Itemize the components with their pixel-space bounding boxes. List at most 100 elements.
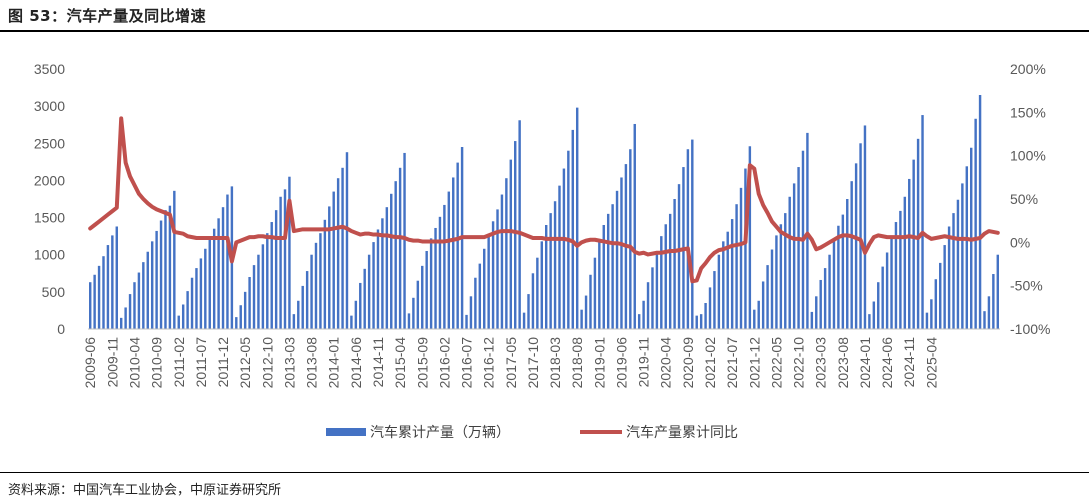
x-tick-label: 2013-08 xyxy=(304,337,320,389)
bar xyxy=(646,282,650,329)
y-right-tick-label: -50% xyxy=(1010,278,1043,294)
bar xyxy=(248,277,251,329)
bar xyxy=(859,143,862,329)
bar xyxy=(655,251,659,329)
bar xyxy=(961,183,964,329)
bar xyxy=(540,241,543,329)
bar xyxy=(885,252,889,329)
legend-bar-label: 汽车累计产量（万辆） xyxy=(370,424,510,441)
bar xyxy=(168,205,172,329)
bar xyxy=(899,210,902,329)
bar xyxy=(310,254,313,329)
bar xyxy=(956,199,960,329)
x-tick-label: 2020-04 xyxy=(658,337,674,389)
bar xyxy=(792,183,796,329)
bar xyxy=(934,279,938,329)
bar xyxy=(385,207,389,329)
bar xyxy=(159,220,163,329)
bar xyxy=(496,209,499,329)
x-tick-label: 2020-09 xyxy=(680,337,696,389)
source-note: 资料来源：中国汽车工业协会，中原证券研究所 xyxy=(8,483,282,498)
bar xyxy=(226,194,229,329)
bar xyxy=(199,258,203,329)
y-left-tick-label: 2500 xyxy=(34,135,65,151)
bar xyxy=(868,314,871,329)
bar xyxy=(509,159,513,329)
bar xyxy=(850,181,853,329)
bar xyxy=(212,228,216,329)
bar xyxy=(491,221,495,329)
bar xyxy=(832,239,836,329)
bar xyxy=(584,295,588,329)
y-right-tick-label: 150% xyxy=(1010,104,1046,120)
bar xyxy=(761,281,765,329)
bar xyxy=(606,213,610,329)
bar xyxy=(474,277,477,329)
bar xyxy=(571,129,574,329)
bar xyxy=(279,196,282,329)
x-tick-label: 2023-08 xyxy=(835,337,851,389)
bar xyxy=(328,206,331,329)
bar xyxy=(722,241,725,329)
x-tick-label: 2011-12 xyxy=(215,337,231,388)
x-tick-label: 2018-03 xyxy=(547,337,563,389)
x-tick-label: 2016-07 xyxy=(459,337,475,389)
x-tick-label: 2010-09 xyxy=(149,337,165,389)
bar xyxy=(735,204,738,329)
y-left-tick-label: 3500 xyxy=(34,61,65,77)
bar xyxy=(483,248,486,329)
bar xyxy=(704,303,707,329)
bar xyxy=(336,178,340,329)
line-series xyxy=(88,116,1000,284)
y-left-tick-label: 1000 xyxy=(34,247,65,263)
y-right-tick-label: 50% xyxy=(1010,191,1038,207)
bar xyxy=(593,257,597,329)
bar xyxy=(713,271,716,329)
bar xyxy=(376,229,380,329)
page-title: 图 53：汽车产量及同比增速 xyxy=(8,7,207,25)
bar xyxy=(580,309,583,329)
bar xyxy=(283,189,287,329)
bar xyxy=(150,241,154,329)
bar xyxy=(447,191,451,329)
x-tick-label: 2021-07 xyxy=(724,337,740,389)
bar xyxy=(119,317,123,329)
bar xyxy=(235,317,238,329)
legend-bar-swatch xyxy=(326,428,366,436)
bar xyxy=(611,204,614,329)
bar xyxy=(443,204,446,329)
x-tick-label: 2025-04 xyxy=(923,337,939,389)
bar xyxy=(500,194,504,329)
bar xyxy=(531,273,535,329)
bar xyxy=(186,291,189,329)
x-tick-label: 2019-01 xyxy=(591,337,607,389)
bar xyxy=(717,254,721,329)
bar xyxy=(434,227,437,329)
bar xyxy=(354,300,358,329)
y-left-tick-label: 0 xyxy=(57,321,65,337)
bar xyxy=(881,266,884,329)
bar xyxy=(965,166,969,329)
bar xyxy=(766,265,769,329)
bar xyxy=(372,242,375,329)
bar xyxy=(877,282,880,329)
bar xyxy=(221,207,225,329)
bar xyxy=(810,311,814,329)
bar xyxy=(753,309,756,329)
bar xyxy=(429,238,433,329)
bar xyxy=(784,213,787,329)
x-tick-label: 2019-06 xyxy=(614,337,630,389)
bar xyxy=(102,256,105,329)
bar xyxy=(257,254,260,329)
bar xyxy=(545,225,548,329)
bar xyxy=(779,224,783,329)
bar xyxy=(620,177,623,329)
x-tick-label: 2014-01 xyxy=(326,337,342,389)
y-right-tick-label: 100% xyxy=(1010,148,1046,164)
bar xyxy=(164,210,167,329)
bar xyxy=(668,213,672,329)
bar xyxy=(642,300,645,329)
bar xyxy=(996,254,999,329)
y-left-tick-label: 500 xyxy=(42,284,66,300)
bar xyxy=(403,152,406,329)
